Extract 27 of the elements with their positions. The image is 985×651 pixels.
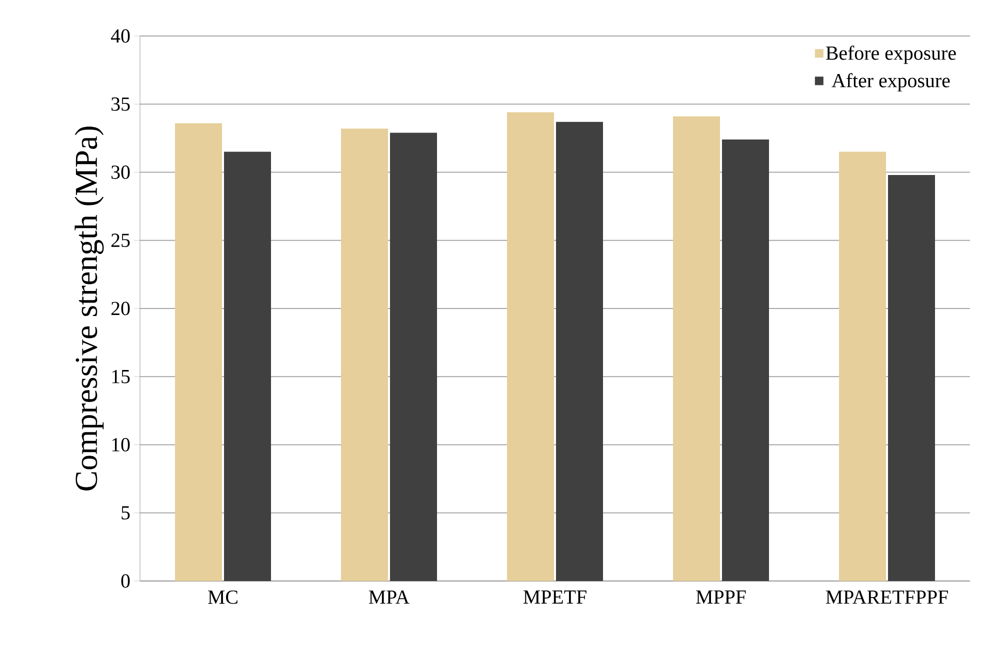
y-tick-label: 40 <box>110 29 130 43</box>
x-tick-label: MPETF <box>523 590 586 604</box>
x-tick-label: MC <box>208 590 238 604</box>
y-tick-label: 25 <box>111 234 130 248</box>
bar <box>507 112 554 581</box>
bar <box>556 122 604 581</box>
x-tick-label: MPARETFPPF <box>826 590 948 604</box>
x-tick-label: MPA <box>368 590 410 604</box>
bar <box>175 123 222 581</box>
y-tick-label: 20 <box>111 302 130 316</box>
y-tick-label: 35 <box>112 97 130 111</box>
bar <box>390 132 438 581</box>
y-axis-title: Compressive strength (MPa) <box>74 126 104 490</box>
bar <box>224 152 271 581</box>
bar <box>673 116 720 581</box>
y-tick-label: 10 <box>112 438 130 452</box>
bar <box>341 128 388 581</box>
y-tick-label: 15 <box>112 370 130 384</box>
bar <box>722 140 770 581</box>
bar <box>839 152 886 581</box>
legend-label: Before exposure <box>826 46 956 64</box>
y-tick-label: 0 <box>121 574 130 588</box>
x-tick-label: MPPF <box>696 590 746 604</box>
legend-label: After exposure <box>832 73 950 92</box>
y-tick-label: 5 <box>122 506 130 520</box>
bar <box>888 174 936 581</box>
y-tick-label: 30 <box>112 166 130 179</box>
